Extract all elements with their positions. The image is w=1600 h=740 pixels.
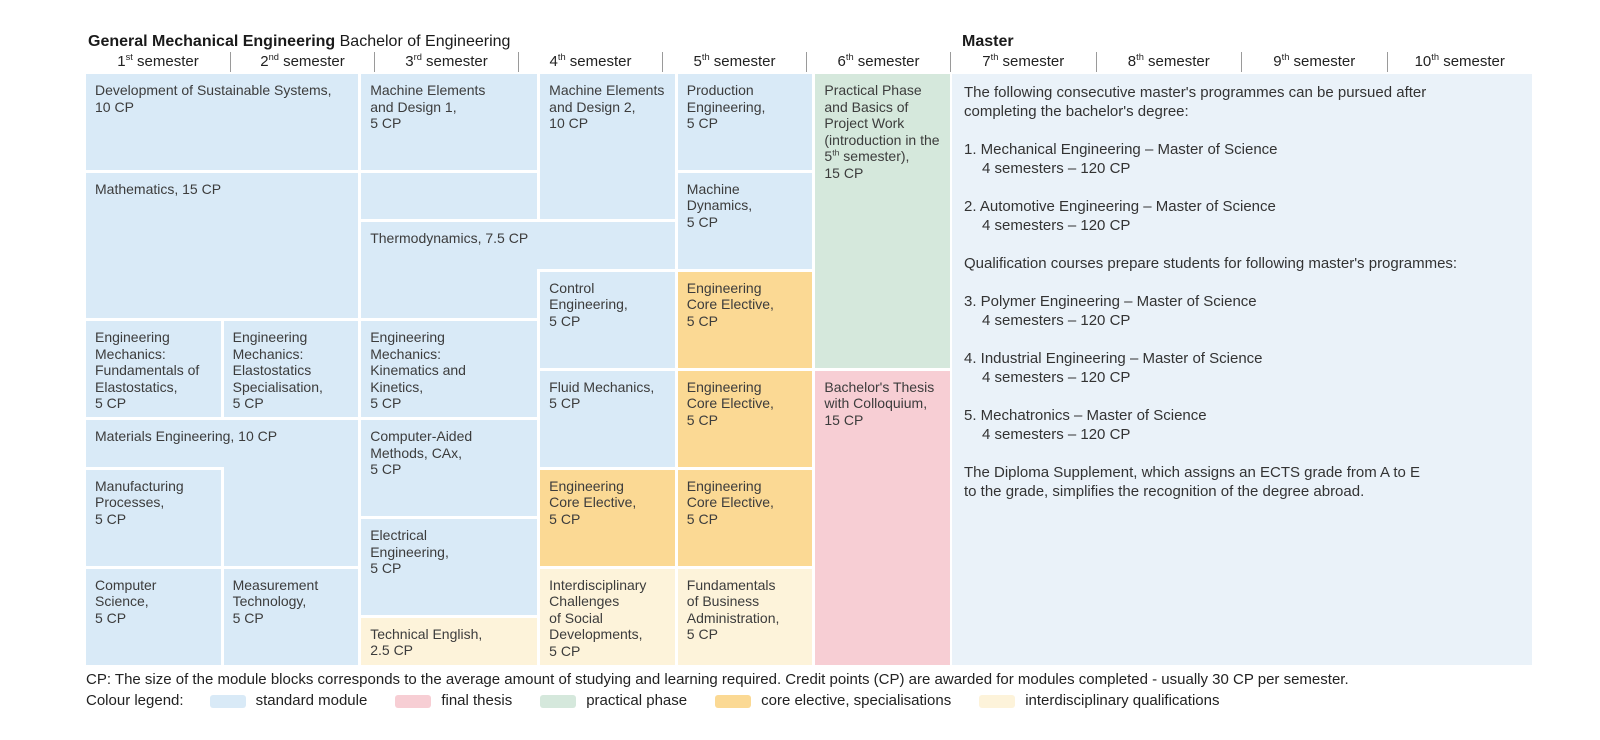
module-measurement-technology: Measurement Technology, 5 CP <box>223 568 359 665</box>
semester-header-3: 3rd semester <box>374 52 518 72</box>
module-manufacturing-processes: Manufacturing Processes, 5 CP <box>86 469 221 566</box>
master-info-panel: The following consecutive master's progr… <box>952 74 1532 665</box>
semester-header-2: 2nd semester <box>230 52 374 72</box>
module-interdisciplinary-challenges: Interdisciplinary Challenges of Social D… <box>540 568 675 665</box>
module-fundamentals-business-administration: Fundamentals of Business Administration,… <box>677 568 813 665</box>
module-materials-engineering: Materials Engineering, 10 CP <box>86 420 359 467</box>
master-programme-title: Master <box>962 33 1014 50</box>
bachelor-programme-name: General Mechanical Engineering <box>88 33 336 50</box>
module-computer-science: Computer Science, 5 CP <box>86 568 221 665</box>
legend-item-standard-module: standard module <box>209 692 367 710</box>
master-intro: The following consecutive master's progr… <box>964 84 1427 120</box>
module-bachelors-thesis: Bachelor's Thesis with Colloquium, 15 CP <box>815 370 950 665</box>
module-engineering-mechanics-specialisation: Engineering Mechanics: Elastostatics Spe… <box>223 321 359 418</box>
module-engineering-mechanics-fundamentals: Engineering Mechanics: Fundamentals of E… <box>86 321 221 418</box>
legend-item-interdisciplinary: interdisciplinary qualifications <box>979 692 1219 710</box>
semester-header-9: 9th semester <box>1241 52 1387 72</box>
semester-header-10: 10th semester <box>1386 52 1533 72</box>
master-qualification-note: Qualification courses prepare students f… <box>964 255 1458 272</box>
module-materials-engineering-extension <box>223 466 359 566</box>
bachelor-programme-title: General Mechanical Engineering Bachelor … <box>88 33 510 51</box>
module-computer-aided-methods: Computer-Aided Methods, CAx, 5 CP <box>361 420 538 517</box>
module-electrical-engineering: Electrical Engineering, 5 CP <box>361 519 538 615</box>
legend-swatch-practical-phase <box>540 694 577 708</box>
module-practical-phase: Practical Phase and Basics of Project Wo… <box>815 74 950 368</box>
module-fluid-mechanics: Fluid Mechanics, 5 CP <box>540 370 675 467</box>
master-program-5: 5. Mechatronics – Master of Science 4 sem… <box>964 407 1207 443</box>
module-engineering-core-elective-sem5b: Engineering Core Elective, 5 CP <box>677 370 813 467</box>
module-technical-english: Technical English, 2.5 CP <box>361 617 538 665</box>
semester-header-8: 8th semester <box>1095 52 1242 72</box>
module-engineering-mechanics-kinematics: Engineering Mechanics: Kinematics and Ki… <box>361 321 538 418</box>
legend-swatch-core-elective <box>715 694 752 708</box>
colour-legend: Colour legend: standard module final the… <box>86 692 1349 710</box>
semester-header-4: 4th semester <box>518 52 662 72</box>
master-program-1: 1. Mechanical Engineering – Master of Sc… <box>964 141 1278 177</box>
module-engineering-core-elective-sem5a: Engineering Core Elective, 5 CP <box>677 271 813 368</box>
cp-note: CP: The size of the module blocks corres… <box>86 671 1349 688</box>
module-thermodynamics: Thermodynamics, 7.5 CP <box>361 222 538 319</box>
legend-item-final-thesis: final thesis <box>395 692 512 710</box>
module-machine-dynamics: Machine Dynamics, 5 CP <box>677 172 813 269</box>
semester-header-5: 5th semester <box>662 52 806 72</box>
module-production-engineering: Production Engineering, 5 CP <box>677 74 813 170</box>
semester-header-6: 6th semester <box>806 52 950 72</box>
module-control-engineering: Control Engineering, 5 CP <box>540 271 675 368</box>
master-diploma-note: The Diploma Supplement, which assigns an… <box>964 464 1421 500</box>
semester-header-1: 1st semester <box>117 52 199 70</box>
module-engineering-core-elective-sem4: Engineering Core Elective, 5 CP <box>540 469 675 566</box>
legend-swatch-final-thesis <box>395 694 432 708</box>
semester-header-7: 7th semester <box>950 52 1096 72</box>
module-development-of-sustainable-systems: Development of Sustainable Systems, 10 C… <box>86 74 359 170</box>
module-mathematics: Mathematics, 15 CP <box>86 172 359 319</box>
module-machine-elements-design-1: Machine Elements and Design 1, 5 CP <box>361 74 538 170</box>
footer: CP: The size of the module blocks corres… <box>86 671 1349 710</box>
legend-swatch-standard-module <box>209 694 246 708</box>
bachelor-degree-name: Bachelor of Engineering <box>335 33 511 50</box>
master-program-2: 2. Automotive Engineering – Master of Sc… <box>964 198 1276 234</box>
module-unlabeled-standard <box>361 172 538 220</box>
legend-item-practical-phase: practical phase <box>540 692 687 710</box>
module-machine-elements-design-2: Machine Elements and Design 2, 10 CP <box>540 74 675 220</box>
legend-item-core-elective: core elective, specialisations <box>715 692 951 710</box>
curriculum-grid: Development of Sustainable Systems, 10 C… <box>86 74 950 665</box>
semester-header-row: 1st semester 2nd semester 3rd semester 4… <box>86 52 1532 72</box>
master-program-3: 3. Polymer Engineering – Master of Scien… <box>964 293 1257 329</box>
legend-swatch-interdisciplinary <box>979 694 1016 708</box>
module-thermodynamics-extension <box>537 222 675 269</box>
master-program-4: 4. Industrial Engineering – Master of Sc… <box>964 350 1263 386</box>
module-engineering-core-elective-sem5c: Engineering Core Elective, 5 CP <box>677 469 813 566</box>
legend-label: Colour legend: <box>86 692 184 709</box>
